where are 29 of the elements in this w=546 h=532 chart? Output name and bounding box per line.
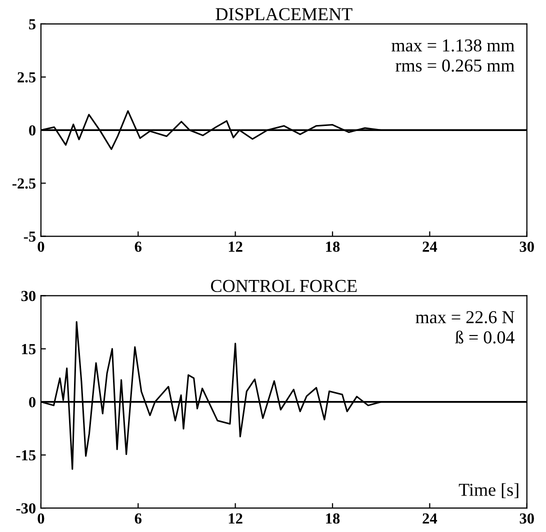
y-tick-label: 0 [29, 125, 36, 136]
x-axis-title: Time [s] [458, 483, 518, 498]
y-tick-label: 0 [29, 397, 36, 408]
y-tick-label: -15 [16, 450, 36, 460]
chart-title: DISPLACEMENT [216, 8, 352, 20]
annotation: rms = 0.265 mm [396, 59, 514, 72]
x-tick-label: 0 [38, 242, 44, 252]
x-tick-label: 30 [520, 513, 534, 524]
y-tick-label: -2.5 [12, 178, 36, 189]
y-tick-label: 30 [21, 290, 36, 302]
y-tick-label: -30 [16, 503, 36, 514]
x-tick-label: 18 [326, 513, 340, 524]
annotation: ß = 0.04 [455, 330, 514, 344]
x-tick-label: 6 [134, 513, 142, 524]
annotation: max = 22.6 N [416, 311, 514, 324]
x-tick-label: 24 [422, 513, 438, 524]
x-tick-label: 6 [134, 242, 142, 252]
x-tick-label: 12 [228, 513, 242, 524]
x-tick-label: 0 [38, 513, 44, 524]
x-tick-label: 18 [326, 242, 340, 252]
y-tick-label: 15 [22, 344, 36, 354]
y-tick-label: 2.5 [18, 72, 36, 83]
chart-title: CONTROL FORCE [211, 280, 357, 292]
x-tick-label: 30 [520, 242, 534, 252]
y-tick-label: -5 [24, 232, 36, 242]
x-tick-label: 12 [228, 242, 242, 252]
y-tick-label: 5 [29, 19, 36, 30]
annotation: max = 1.138 mm [392, 39, 514, 52]
x-tick-label: 24 [422, 242, 438, 252]
